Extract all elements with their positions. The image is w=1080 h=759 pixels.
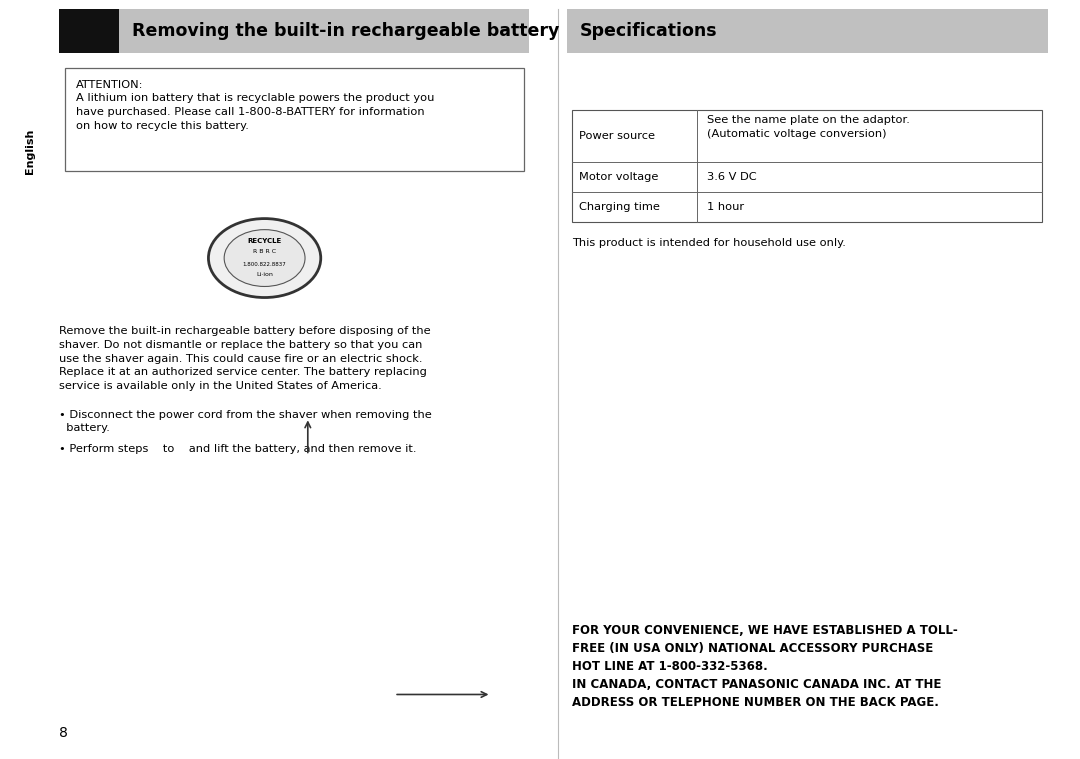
- Text: Remove the built-in rechargeable battery before disposing of the
shaver. Do not : Remove the built-in rechargeable battery…: [59, 326, 431, 391]
- Bar: [572, 110, 1042, 222]
- Text: Removing the built-in rechargeable battery: Removing the built-in rechargeable batte…: [132, 22, 559, 40]
- Text: 3.6 V DC: 3.6 V DC: [707, 172, 757, 182]
- Bar: [65, 68, 524, 171]
- Text: RECYCLE: RECYCLE: [247, 238, 282, 244]
- Text: 8: 8: [59, 726, 68, 740]
- Text: R B R C: R B R C: [253, 250, 276, 254]
- Bar: [567, 9, 1048, 53]
- Text: Charging time: Charging time: [579, 202, 660, 213]
- Text: ATTENTION:: ATTENTION:: [76, 80, 143, 90]
- Text: • Perform steps    to    and lift the battery, and then remove it.: • Perform steps to and lift the battery,…: [59, 444, 417, 454]
- Text: See the name plate on the adaptor.
(Automatic voltage conversion): See the name plate on the adaptor. (Auto…: [707, 115, 910, 139]
- Text: Specifications: Specifications: [580, 22, 717, 40]
- Text: 1 hour: 1 hour: [707, 202, 744, 213]
- Text: 1.800.822.8837: 1.800.822.8837: [243, 262, 286, 266]
- Text: Motor voltage: Motor voltage: [579, 172, 658, 182]
- Bar: [59, 9, 119, 53]
- Text: • Disconnect the power cord from the shaver when removing the
  battery.: • Disconnect the power cord from the sha…: [59, 410, 432, 433]
- Text: Power source: Power source: [579, 131, 654, 141]
- Bar: [59, 9, 529, 53]
- Text: English: English: [25, 129, 36, 175]
- Text: This product is intended for household use only.: This product is intended for household u…: [572, 238, 847, 247]
- Text: Li·ion: Li·ion: [256, 272, 273, 277]
- Circle shape: [208, 219, 321, 298]
- Text: A lithium ion battery that is recyclable powers the product you
have purchased. : A lithium ion battery that is recyclable…: [76, 93, 434, 131]
- Text: FOR YOUR CONVENIENCE, WE HAVE ESTABLISHED A TOLL-
FREE (IN USA ONLY) NATIONAL AC: FOR YOUR CONVENIENCE, WE HAVE ESTABLISHE…: [572, 624, 958, 709]
- Circle shape: [225, 230, 305, 286]
